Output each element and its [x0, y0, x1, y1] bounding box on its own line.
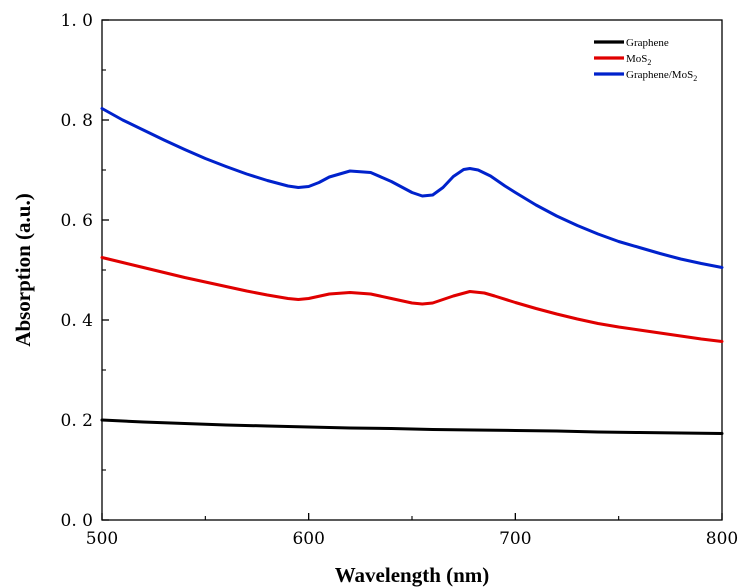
- y-tick-label: 0. 4: [61, 311, 93, 331]
- legend-label: MoS2: [626, 53, 651, 67]
- legend-item: MoS2: [594, 53, 651, 67]
- axis-ticks: [101, 19, 723, 521]
- y-tick-label: 0. 2: [61, 411, 93, 431]
- legend-item: Graphene: [594, 37, 669, 49]
- legend-label: Graphene: [626, 37, 669, 49]
- y-tick-label: 0. 8: [61, 111, 93, 131]
- y-axis-title: Absorption (a.u.): [11, 193, 35, 346]
- x-tick-label: 700: [499, 529, 531, 549]
- tick-labels: 500 600 700 800 0. 0 0. 2 0. 4 0. 6 0. 8 1. 0: [61, 11, 739, 549]
- y-tick-label: 0. 0: [61, 511, 93, 531]
- series-lines: [100, 107, 724, 435]
- y-tick-label: 1. 0: [61, 11, 93, 31]
- legend-label: Graphene/MoS2: [626, 69, 697, 83]
- series-line-graphene: [100, 418, 724, 435]
- x-axis-title: Wavelength (nm): [335, 563, 490, 587]
- x-tick-label: 500: [86, 529, 118, 549]
- series-line-mos2: [100, 256, 724, 343]
- x-tick-label: 600: [292, 529, 324, 549]
- legend-item: Graphene/MoS2: [594, 69, 697, 83]
- y-tick-label: 0. 6: [61, 211, 93, 231]
- plot-frame: [101, 19, 723, 521]
- series-line-graphene-mos2: [100, 107, 724, 269]
- x-tick-label: 800: [706, 529, 738, 549]
- legend: Graphene MoS2 Graphene/MoS2: [594, 37, 697, 83]
